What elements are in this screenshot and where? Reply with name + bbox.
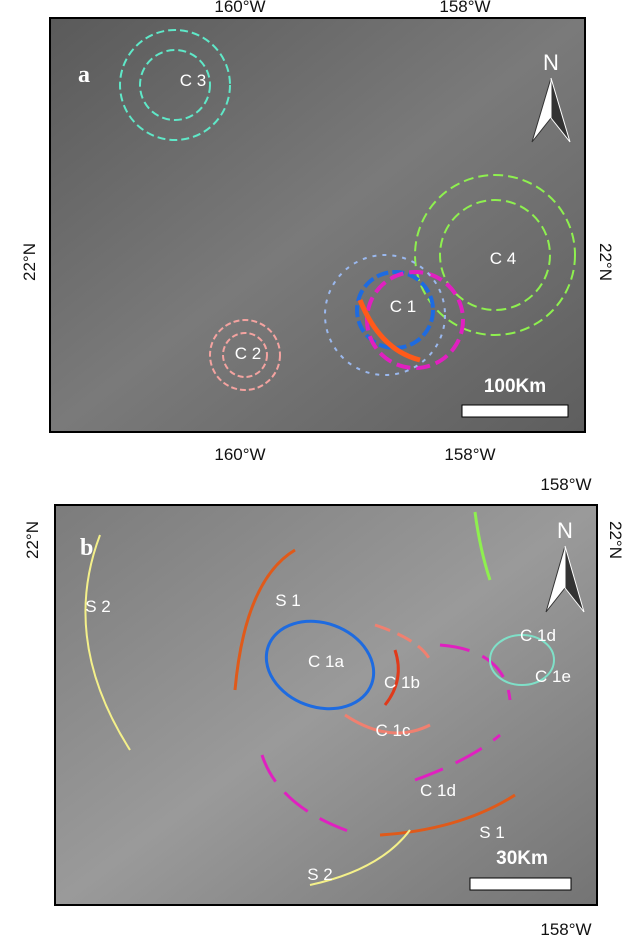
scale-bar [462,405,568,417]
axis-label: 22°N [606,521,625,559]
scale-bar [470,878,571,890]
feature-label: C 2 [235,344,261,363]
panel-label: a [78,62,90,88]
axis-label: 158°W [540,920,591,939]
scale-label: 100Km [484,376,546,397]
feature-label: S 2 [307,865,333,884]
axis-label: 158°W [444,445,495,464]
feature-label: C 4 [490,249,516,268]
axis-label: 22°N [20,243,39,281]
axis-label: 22°N [596,243,615,281]
feature-label: C 1e [535,667,571,686]
axis-label: 22°N [23,521,42,559]
figure: 160°W 158°W 160°W 158°W 22°N 22°N a N C … [0,0,634,941]
north-label: N [557,518,573,543]
panel-b: 158°W 158°W 22°N 22°N b N S 1 S 2 C 1a C… [23,475,625,939]
north-label: N [543,50,559,75]
axis-label: 160°W [214,445,265,464]
feature-label: C 3 [180,71,206,90]
map-image [50,18,585,432]
axis-label: 158°W [439,0,490,16]
feature-label: C 1b [384,673,420,692]
feature-label: S 1 [275,591,301,610]
scale-label: 30Km [496,848,548,869]
axis-label: 158°W [540,475,591,494]
feature-label: C 1d [520,626,556,645]
feature-label: C 1d [420,781,456,800]
panel-label: b [80,535,93,561]
feature-label: S 2 [85,597,111,616]
feature-label: C 1 [390,297,416,316]
feature-label: S 1 [479,823,505,842]
map-image [55,505,597,905]
axis-label: 160°W [214,0,265,16]
feature-label: C 1c [376,721,411,740]
panel-a: 160°W 158°W 160°W 158°W 22°N 22°N a N C … [20,0,615,464]
feature-label: C 1a [308,652,344,671]
